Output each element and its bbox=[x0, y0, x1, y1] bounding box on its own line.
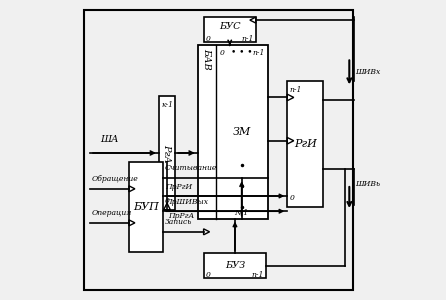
Bar bbox=[203, 17, 256, 43]
Bar bbox=[203, 253, 266, 278]
Text: п-1: п-1 bbox=[252, 271, 264, 279]
Text: 0: 0 bbox=[206, 271, 211, 279]
Text: 0: 0 bbox=[206, 35, 211, 43]
Text: ПрШИВых: ПрШИВых bbox=[165, 198, 208, 206]
Bar bbox=[159, 96, 175, 210]
Text: п-1: п-1 bbox=[252, 49, 265, 57]
Text: к-1: к-1 bbox=[161, 101, 173, 109]
Text: Считывание: Считывание bbox=[165, 164, 217, 172]
Text: • • •: • • • bbox=[231, 49, 252, 58]
Text: БУП: БУП bbox=[133, 202, 159, 212]
Text: 0: 0 bbox=[165, 197, 169, 205]
Text: РгИ: РгИ bbox=[293, 139, 317, 149]
Text: Операция: Операция bbox=[91, 209, 132, 217]
Text: РгА: РгА bbox=[162, 144, 172, 162]
Text: Обращение: Обращение bbox=[91, 175, 138, 183]
Text: 0: 0 bbox=[289, 194, 294, 202]
Text: Запись: Запись bbox=[165, 218, 192, 226]
Text: п-1: п-1 bbox=[289, 86, 302, 94]
Text: N-1: N-1 bbox=[235, 209, 249, 217]
Text: БУЗ: БУЗ bbox=[225, 261, 245, 270]
Bar bbox=[287, 81, 323, 207]
Bar bbox=[129, 162, 163, 251]
Text: БУС: БУС bbox=[219, 22, 240, 31]
Text: ША: ША bbox=[100, 135, 119, 144]
Text: 0: 0 bbox=[220, 49, 225, 57]
Text: ПрРгА: ПрРгА bbox=[169, 212, 195, 220]
Bar bbox=[198, 46, 268, 219]
Text: ЗМ: ЗМ bbox=[232, 127, 251, 137]
Text: БАВ: БАВ bbox=[202, 48, 211, 70]
Text: ШИВх: ШИВх bbox=[355, 68, 380, 76]
Text: ПрРгИ: ПрРгИ bbox=[165, 183, 192, 190]
Text: ШИВь: ШИВь bbox=[355, 180, 380, 188]
Text: п-1: п-1 bbox=[241, 35, 253, 43]
